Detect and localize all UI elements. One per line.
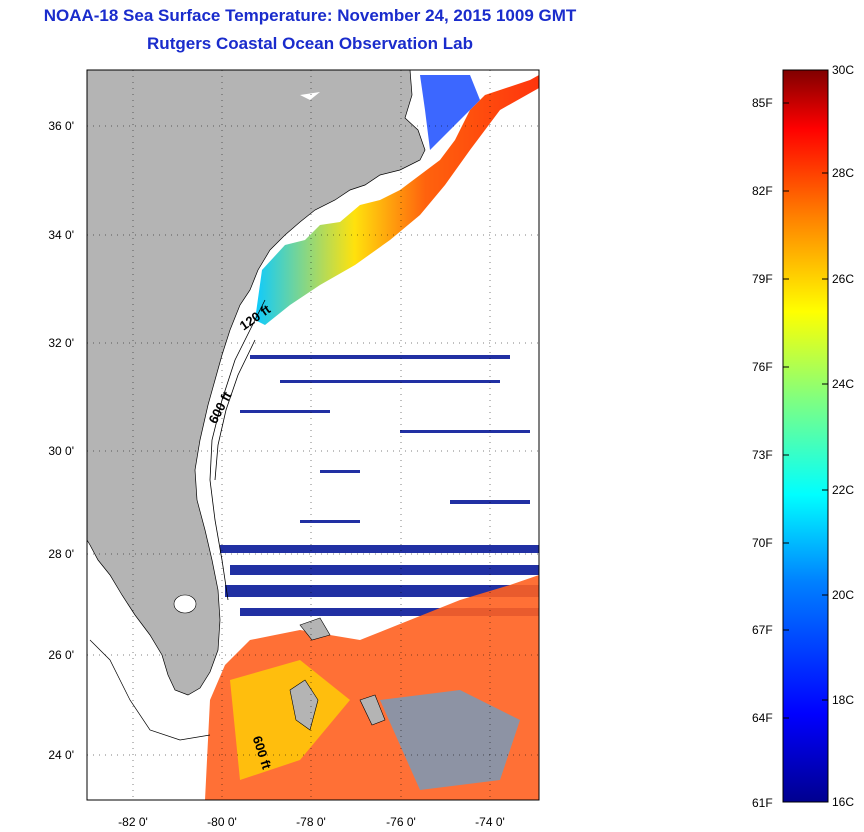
colorbar-celsius-label: 30C (832, 63, 855, 77)
lat-label: 32 0' (48, 336, 74, 350)
colorbar-celsius-label: 28C (832, 166, 855, 180)
lon-label: -78 0' (296, 815, 326, 829)
map-subtitle: Rutgers Coastal Ocean Observation Lab (147, 34, 473, 53)
lat-label: 34 0' (48, 228, 74, 242)
lat-label: 26 0' (48, 648, 74, 662)
lon-label: -74 0' (475, 815, 505, 829)
colorbar-celsius-label: 26C (832, 272, 855, 286)
lon-label: -76 0' (386, 815, 416, 829)
pamlico-inlet (300, 92, 320, 100)
lon-label: -82 0' (118, 815, 148, 829)
colorbar-fahrenheit-label: 85F (752, 96, 773, 110)
colorbar-celsius-label: 20C (832, 588, 855, 602)
colorbar-fahrenheit-label: 70F (752, 536, 773, 550)
map-border (86, 69, 540, 801)
colorbar-fahrenheit-label: 73F (752, 448, 773, 462)
colorbar-fahrenheit-label: 76F (752, 360, 773, 374)
contour-600ft (214, 339, 256, 481)
gulf-contour (89, 639, 211, 741)
colorbar-celsius-label: 16C (832, 795, 855, 809)
lon-label: -80 0' (207, 815, 237, 829)
lat-label: 24 0' (48, 748, 74, 762)
colorbar-fahrenheit-label: 64F (752, 711, 773, 725)
colorbar-fahrenheit-label: 82F (752, 184, 773, 198)
lake-okeechobee (173, 594, 197, 614)
lat-label: 28 0' (48, 547, 74, 561)
bahamas-island (299, 617, 331, 641)
colorbar-celsius-label: 18C (832, 693, 855, 707)
contour-120ft (209, 299, 266, 601)
colorbar-celsius-label: 24C (832, 377, 855, 391)
gulf-stream-band (255, 75, 539, 325)
lat-label: 30 0' (48, 444, 74, 458)
bahamas-island (289, 679, 319, 731)
cool-patch-blue (380, 690, 520, 790)
warm-patch-yellow (230, 660, 350, 780)
colorbar-fahrenheit-label: 61F (752, 796, 773, 810)
colorbar-celsius-label: 22C (832, 483, 855, 497)
bahamas-island (359, 694, 386, 726)
colorbar-ticks (783, 102, 828, 719)
lat-label: 36 0' (48, 119, 74, 133)
colorbar-fahrenheit-label: 67F (752, 623, 773, 637)
map-title: NOAA-18 Sea Surface Temperature: Novembe… (43, 6, 577, 25)
colorbar (782, 69, 829, 803)
land-mass (87, 70, 426, 696)
colorbar-fahrenheit-label: 79F (752, 272, 773, 286)
coastal-cool-water (420, 75, 480, 150)
